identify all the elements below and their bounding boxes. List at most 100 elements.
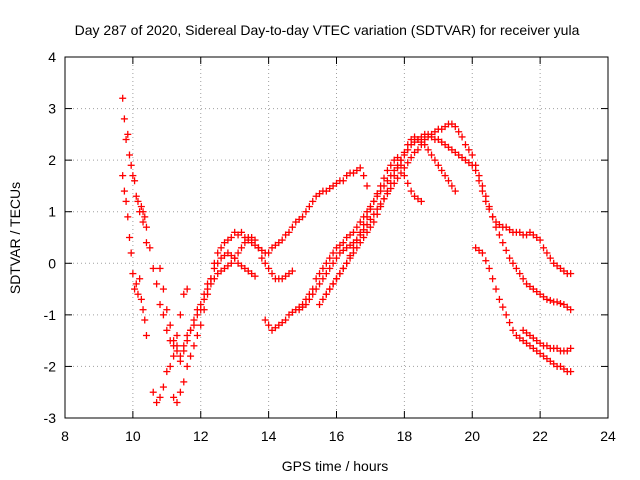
data-point xyxy=(265,264,273,272)
data-point xyxy=(492,223,500,231)
data-point xyxy=(153,399,161,407)
data-point xyxy=(326,264,334,272)
data-point xyxy=(278,236,286,244)
data-point xyxy=(509,259,517,267)
data-point xyxy=(431,156,439,164)
data-point xyxy=(227,259,235,267)
data-point xyxy=(366,205,374,213)
data-point xyxy=(329,280,337,288)
data-point xyxy=(387,179,395,187)
data-point xyxy=(319,295,327,303)
x-tick-label: 16 xyxy=(329,428,345,444)
data-point xyxy=(187,352,195,360)
data-point xyxy=(125,151,133,159)
data-point xyxy=(383,187,391,195)
data-point xyxy=(407,187,415,195)
data-point xyxy=(163,326,171,334)
data-point xyxy=(156,264,164,272)
data-point xyxy=(349,228,357,236)
data-point xyxy=(193,331,201,339)
data-point xyxy=(241,239,249,247)
data-point xyxy=(204,290,212,298)
data-point xyxy=(343,259,351,267)
data-point xyxy=(448,182,456,190)
data-point xyxy=(288,223,296,231)
data-point xyxy=(139,306,147,314)
data-point xyxy=(512,264,520,272)
data-point xyxy=(125,234,133,241)
y-tick-label: 1 xyxy=(48,204,56,220)
data-point xyxy=(502,311,510,319)
data-point xyxy=(506,254,514,262)
data-point xyxy=(421,141,429,149)
data-point xyxy=(302,208,310,216)
data-point xyxy=(268,270,276,278)
data-point xyxy=(183,362,191,370)
data-point xyxy=(546,296,554,304)
data-point xyxy=(139,208,147,216)
data-point xyxy=(482,192,490,200)
data-point xyxy=(444,177,452,185)
data-point xyxy=(363,228,371,236)
data-point xyxy=(137,203,145,211)
series-track-3 xyxy=(149,164,371,407)
data-point xyxy=(190,342,198,350)
data-point xyxy=(506,319,514,327)
y-tick-label: 4 xyxy=(48,49,56,65)
data-point xyxy=(319,264,327,272)
data-point xyxy=(210,264,218,272)
y-tick-label: -2 xyxy=(44,358,57,374)
x-tick-label: 18 xyxy=(397,428,413,444)
data-point xyxy=(139,218,147,226)
data-point xyxy=(134,197,142,205)
data-point xyxy=(414,146,422,154)
data-point xyxy=(251,236,259,244)
x-tick-label: 8 xyxy=(61,428,69,444)
y-tick-label: -3 xyxy=(44,410,57,426)
data-point xyxy=(556,300,564,308)
data-point xyxy=(363,213,371,221)
data-point xyxy=(122,136,130,144)
data-point xyxy=(540,244,548,252)
x-tick-label: 12 xyxy=(193,428,209,444)
data-point xyxy=(251,272,259,280)
data-point xyxy=(360,221,368,229)
data-point xyxy=(197,321,205,329)
data-point xyxy=(190,321,198,329)
data-point xyxy=(451,123,459,131)
data-point xyxy=(176,352,184,360)
data-point xyxy=(356,228,364,236)
data-point xyxy=(120,187,128,195)
data-point xyxy=(502,246,510,254)
data-point xyxy=(329,259,337,267)
data-point xyxy=(333,275,340,283)
data-point xyxy=(163,306,171,314)
series-track-12 xyxy=(139,208,191,350)
data-point xyxy=(397,161,405,169)
data-point xyxy=(495,295,503,303)
data-point xyxy=(127,249,135,257)
data-point xyxy=(120,115,128,123)
data-point xyxy=(489,275,497,283)
data-point xyxy=(231,254,239,262)
data-point xyxy=(134,290,142,298)
x-tick-label: 10 xyxy=(125,428,141,444)
data-point xyxy=(377,182,385,190)
data-point xyxy=(543,249,551,257)
data-point xyxy=(339,177,347,185)
x-tick-label: 20 xyxy=(464,428,480,444)
data-point xyxy=(237,228,245,236)
x-tick-label: 22 xyxy=(532,428,548,444)
data-point xyxy=(141,213,149,221)
data-point xyxy=(482,257,490,265)
data-point xyxy=(536,236,544,244)
data-point xyxy=(142,239,150,247)
data-point xyxy=(326,285,334,293)
y-tick-label: 0 xyxy=(48,255,56,271)
data-point xyxy=(170,342,178,350)
data-point xyxy=(132,280,140,288)
data-point xyxy=(214,259,222,267)
data-point xyxy=(353,223,361,231)
data-point xyxy=(302,301,310,309)
